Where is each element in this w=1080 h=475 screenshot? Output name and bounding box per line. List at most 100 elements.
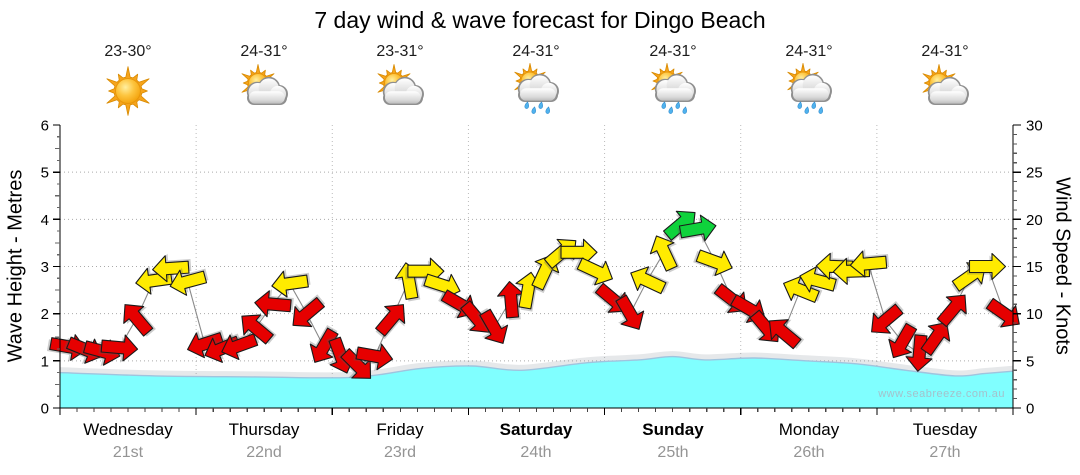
- wind-arrow: [920, 322, 951, 359]
- wind-arrow: [375, 304, 406, 340]
- wind-arrow: [936, 294, 967, 330]
- raindrop: [538, 101, 543, 109]
- wind-arrow: [630, 266, 670, 295]
- wind-arrow: [871, 300, 904, 334]
- wind-arrow: [799, 265, 840, 293]
- wind-tick-label: 0: [1026, 401, 1034, 418]
- date-label: 21st: [112, 444, 144, 461]
- weather-icon: [613, 62, 733, 119]
- wind-arrow-shape: [271, 270, 309, 298]
- day-label: Saturday: [499, 420, 573, 439]
- wind-arrow-shape: [936, 294, 967, 328]
- wave-tick-label: 0: [41, 401, 49, 418]
- wave-glow: [59, 351, 1014, 379]
- temp-range-label: 24-31°: [649, 43, 697, 60]
- wind-arrow: [187, 329, 226, 359]
- wind-arrow: [832, 256, 872, 285]
- wind-arrow: [649, 235, 681, 273]
- watermark: www.seabreeze.com.au: [878, 388, 1005, 400]
- cloud: [654, 73, 696, 102]
- axes: [53, 124, 1021, 415]
- wind-arrow-shape: [169, 269, 208, 296]
- date-label: 27th: [929, 444, 961, 461]
- raindrop: [811, 101, 816, 109]
- wind-arrow-shape: [615, 294, 645, 330]
- raindrop: [804, 106, 809, 114]
- day-label: Sunday: [642, 420, 704, 439]
- day-label: Wednesday: [83, 420, 173, 439]
- wind-arrow-shape: [152, 255, 190, 283]
- day-label: Friday: [376, 420, 424, 439]
- wind-arrow-shape: [695, 249, 733, 277]
- day-label: Monday: [778, 420, 840, 439]
- raindrop: [797, 101, 802, 109]
- wind-arrow: [574, 257, 613, 286]
- wind-arrow: [241, 314, 277, 345]
- wind-tick-label: 20: [1026, 212, 1043, 229]
- icon-sunny: [106, 66, 150, 116]
- day-header-sunday: 24-31°: [613, 43, 733, 119]
- sun-core: [115, 78, 141, 104]
- wind-arrow-shape: [888, 322, 918, 359]
- date-label: 25th: [657, 444, 689, 461]
- weather-icon: [749, 62, 869, 119]
- wind-arrow-shape: [292, 296, 325, 328]
- wind-arrow: [98, 334, 139, 363]
- wind-arrow: [677, 214, 717, 244]
- wind-arrow-shape: [871, 303, 904, 334]
- icon-partly-cloudy: [922, 64, 969, 105]
- wind-arrow: [693, 249, 733, 277]
- icon-partly-cloudy: [377, 64, 424, 105]
- wind-arrow: [476, 308, 509, 344]
- date-label: 22nd: [246, 444, 282, 461]
- raindrop: [661, 101, 666, 109]
- wind-arrow: [768, 319, 805, 350]
- day-label: Thursday: [228, 420, 300, 439]
- weather-icon: [68, 63, 188, 119]
- wind-arrow: [612, 293, 645, 330]
- wind-arrow: [169, 267, 209, 296]
- wind-arrow: [849, 248, 890, 278]
- cloud: [927, 76, 969, 105]
- wind-arrow-shape: [649, 235, 678, 272]
- temp-range-label: 23-30°: [104, 43, 152, 60]
- wind-arrow-shape: [849, 250, 888, 278]
- wind-arrow: [271, 268, 311, 298]
- wave-axis-title: Wave Height - Metres: [4, 169, 27, 363]
- wave-tick-label: 2: [41, 306, 49, 323]
- day-label: Tuesday: [912, 420, 978, 439]
- chart-title: 7 day wind & wave forecast for Dingo Bea…: [314, 7, 766, 33]
- wind-arrow-shape: [630, 266, 667, 295]
- wave-tick-label: 6: [41, 118, 49, 135]
- wind-tick-label: 15: [1026, 259, 1043, 276]
- icon-rain-showers: [651, 62, 696, 114]
- day-header-thursday: 24-31°: [204, 43, 324, 119]
- wind-arrow: [152, 253, 192, 283]
- raindrop: [545, 106, 550, 114]
- raindrop: [675, 101, 680, 109]
- wind-arrow-shape: [254, 290, 292, 318]
- wind-arrow: [123, 304, 156, 337]
- date-label: 26th: [793, 444, 825, 461]
- weather-icon: [885, 63, 1005, 119]
- day-header-saturday: 24-31°: [476, 43, 596, 119]
- raindrop: [531, 106, 536, 114]
- icon-rain-showers: [787, 62, 832, 114]
- wind-arrow: [309, 324, 339, 363]
- wind-arrow: [221, 331, 260, 361]
- weather-icon: [340, 63, 460, 119]
- wind-arrow: [967, 252, 1007, 282]
- wind-arrow-shape: [832, 257, 871, 285]
- wind-arrow-shape: [968, 252, 1007, 281]
- wind-tick-label: 5: [1026, 353, 1034, 370]
- wind-arrow-shape: [799, 266, 837, 293]
- wind-arrow-shape: [678, 214, 717, 242]
- wave-tick-label: 3: [41, 259, 49, 276]
- day-header-tuesday: 24-31°: [885, 43, 1005, 119]
- weather-icon: [476, 62, 596, 119]
- wind-arrow-shape: [221, 333, 259, 361]
- cloud: [382, 76, 424, 105]
- wind-arrow: [353, 343, 394, 372]
- wind-axis-title: Wind Speed - Knots: [1051, 177, 1074, 355]
